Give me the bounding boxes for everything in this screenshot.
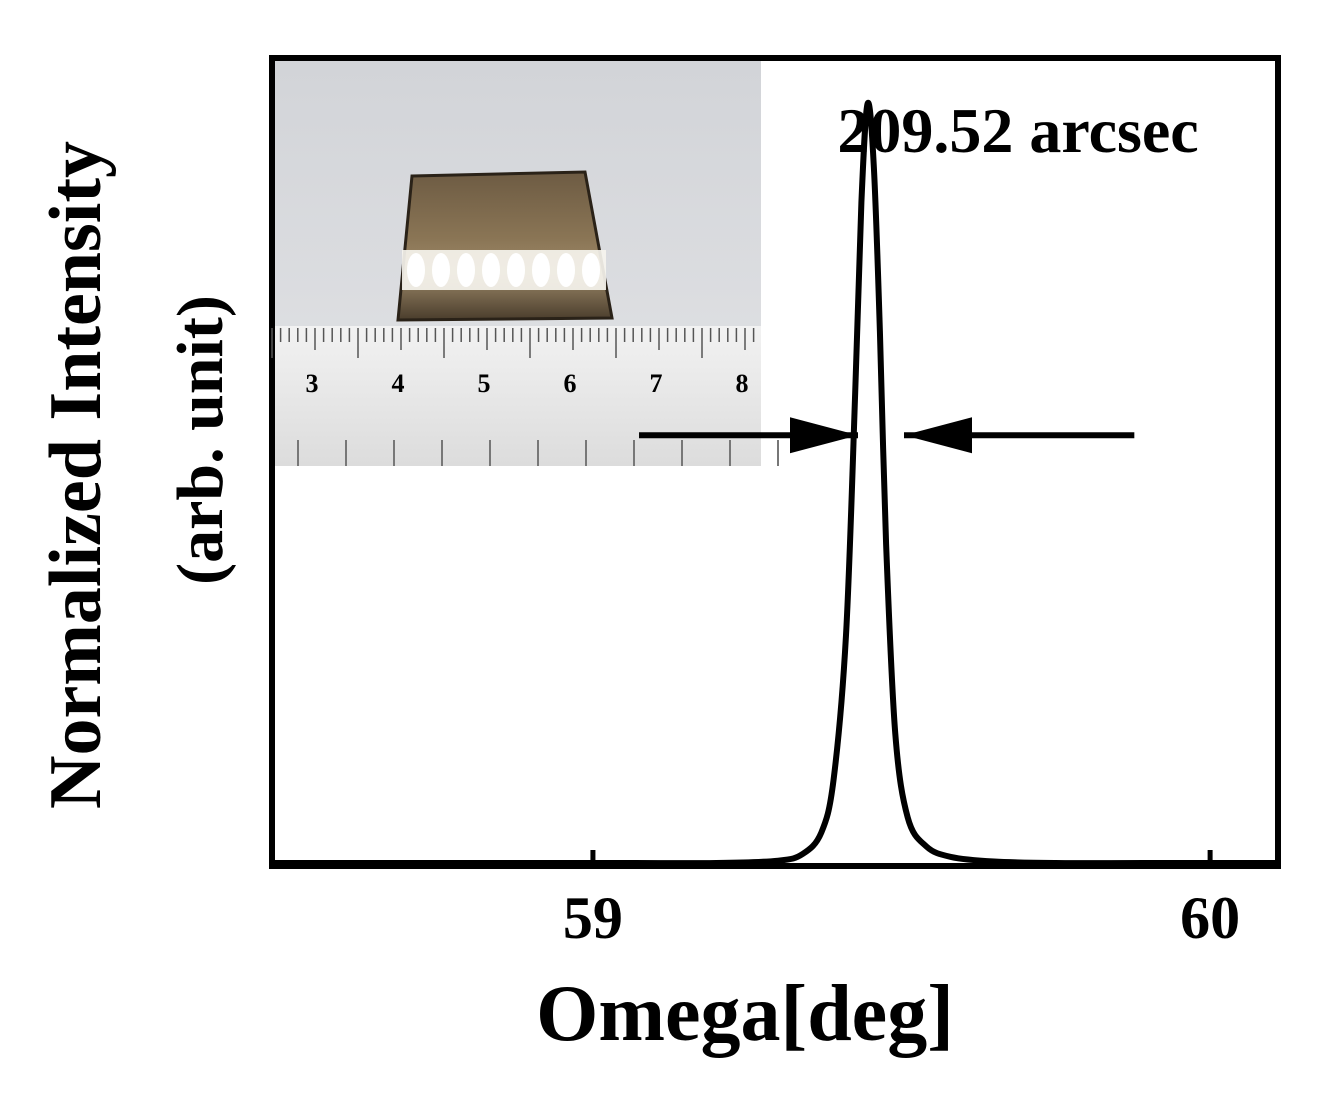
ruler-label: 5 — [478, 369, 491, 398]
series-line — [272, 99, 1278, 867]
reflection-glint — [457, 253, 475, 287]
fwhm-arrows — [639, 417, 1135, 454]
x-tick-label: 60 — [1180, 885, 1240, 951]
reflection-glint — [507, 253, 525, 287]
reflection-glint — [532, 253, 550, 287]
reflection-glint — [407, 253, 425, 287]
reflection-glint — [432, 253, 450, 287]
sample-plate — [396, 170, 614, 322]
x-tick-label: 59 — [563, 885, 623, 951]
reflection-glint — [582, 253, 600, 287]
ruler-label: 8 — [736, 369, 749, 398]
y-axis-label: Normalized Intensity — [35, 141, 117, 809]
ruler-label: 4 — [392, 369, 405, 398]
ruler-label: 7 — [650, 369, 663, 398]
ruler: 3 4 5 6 7 8 — [271, 326, 779, 466]
fwhm-label: 209.52 arcsec — [837, 95, 1198, 166]
fwhm-arrow-right-head — [904, 417, 972, 454]
x-axis-label: Omega[deg] — [536, 970, 954, 1058]
inset-photo: 3 4 5 6 7 8 — [271, 61, 779, 466]
fwhm-arrow-left-head — [790, 417, 858, 454]
reflection-glint — [482, 253, 500, 287]
y-axis-label-unit: (arb. unit) — [164, 295, 237, 585]
ruler-label: 3 — [306, 369, 319, 398]
reflection-glint — [557, 253, 575, 287]
ruler-label: 6 — [564, 369, 577, 398]
plot-frame — [269, 55, 1281, 869]
